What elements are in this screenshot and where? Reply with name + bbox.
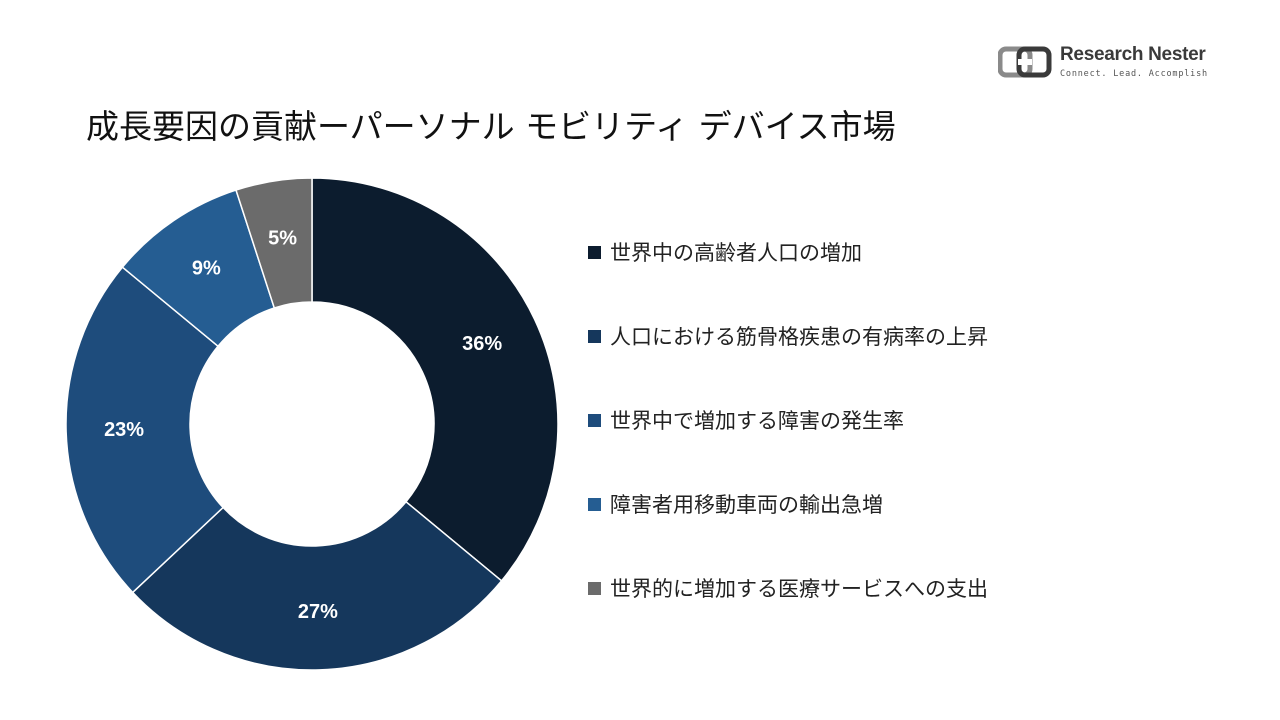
legend-item: 世界中で増加する障害の発生率 [588, 406, 988, 434]
page-title: 成長要因の貢献ーパーソナル モビリティ デバイス市場 [86, 107, 896, 146]
legend-swatch [588, 581, 601, 595]
brand-tagline: Connect. Lead. Accomplish [1060, 69, 1208, 79]
donut-slice [65, 266, 225, 594]
legend-item: 障害者用移動車両の輸出急増 [588, 490, 988, 518]
slice-label: 23% [104, 419, 144, 441]
slice-label: 27% [298, 601, 338, 623]
legend-label: 世界中で増加する障害の発生率 [610, 409, 904, 433]
legend-label: 世界中の高齢者人口の増加 [610, 241, 862, 265]
legend-swatch [588, 329, 601, 343]
legend-swatch [588, 497, 601, 511]
slice-label: 36% [462, 333, 502, 355]
legend-label: 人口における筋骨格疾患の有病率の上昇 [610, 325, 988, 349]
donut-slice [311, 177, 559, 582]
legend-label: 世界的に増加する医療サービスへの支出 [610, 577, 988, 601]
legend-item: 人口における筋骨格疾患の有病率の上昇 [588, 322, 988, 350]
legend-swatch [588, 245, 601, 259]
research-nester-logo-icon [998, 46, 1052, 78]
legend-swatch [588, 413, 601, 427]
donut-slice [131, 500, 503, 671]
brand-name: Research Nester [1060, 44, 1206, 65]
legend-label: 障害者用移動車両の輸出急増 [610, 493, 883, 517]
chart-legend: 世界中の高齢者人口の増加 人口における筋骨格疾患の有病率の上昇 世界中で増加する… [588, 238, 988, 658]
legend-item: 世界中の高齢者人口の増加 [588, 238, 988, 266]
slice-label: 5% [268, 227, 297, 249]
slice-label: 9% [192, 258, 221, 280]
brand-logo: Research Nester Connect. Lead. Accomplis… [998, 44, 1228, 84]
legend-item: 世界的に増加する医療サービスへの支出 [588, 574, 988, 602]
donut-slice [235, 177, 313, 309]
